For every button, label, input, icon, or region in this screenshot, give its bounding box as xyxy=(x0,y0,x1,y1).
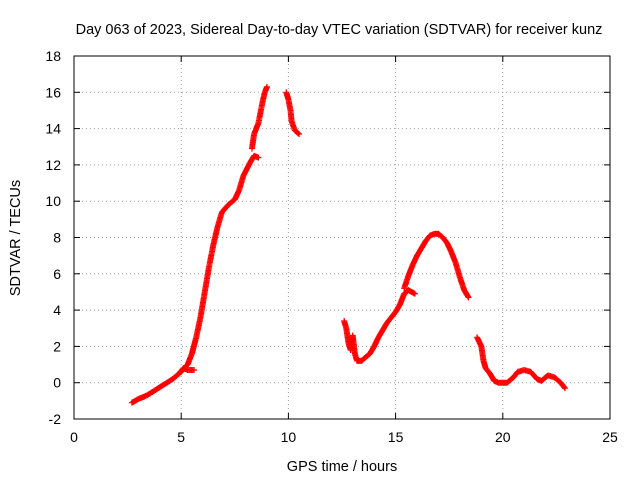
data-point-trail xyxy=(240,161,253,178)
x-tick-label: 25 xyxy=(602,429,618,445)
data-point-trail xyxy=(432,230,441,237)
y-tick-label: 8 xyxy=(53,230,61,246)
data-point-trail xyxy=(249,132,257,151)
data-point-trail xyxy=(461,288,471,300)
data-point-trail xyxy=(236,174,246,192)
data-point-trail xyxy=(436,231,445,240)
data-point-trail xyxy=(487,371,497,383)
data-point-trail xyxy=(410,253,420,267)
data-point-trail xyxy=(251,121,261,136)
data-point-trail xyxy=(405,262,416,278)
y-axis-label: SDTVAR / TECUs xyxy=(8,180,24,296)
y-tick-label: 0 xyxy=(53,375,61,391)
data-point-trail xyxy=(219,202,231,215)
data-point-trail xyxy=(423,233,433,244)
data-point-trail xyxy=(185,351,195,367)
data-point-trail xyxy=(355,357,364,364)
data-point-trail xyxy=(262,84,270,95)
y-tick-label: 4 xyxy=(53,302,61,318)
data-point-trail xyxy=(528,369,540,382)
data-point-trail xyxy=(380,320,390,333)
data-point-trail xyxy=(427,231,437,239)
data-point-trail xyxy=(292,128,302,137)
data-point-trail xyxy=(349,333,358,356)
data-point-trail xyxy=(376,328,386,340)
series-kunz xyxy=(128,83,568,406)
data-point-trail xyxy=(558,380,568,391)
data-point-trail xyxy=(418,239,429,251)
data-point-trail xyxy=(448,250,459,265)
data-point-trail xyxy=(206,243,217,269)
data-point-trail xyxy=(406,287,417,297)
data-point-trail xyxy=(453,261,463,280)
data-point-trail xyxy=(259,90,268,104)
data-point-trail xyxy=(389,310,398,320)
x-axis-label: GPS time / hours xyxy=(287,459,397,475)
data-point-trail xyxy=(505,375,516,385)
data-point-trail xyxy=(414,246,424,258)
data-point-trail xyxy=(444,241,454,254)
data-point-trail xyxy=(546,372,556,380)
data-point-trail xyxy=(457,275,467,292)
y-tick-label: 18 xyxy=(45,48,61,64)
data-point-trail xyxy=(170,371,182,382)
data-point-trail xyxy=(511,369,520,380)
data-point-trail xyxy=(215,210,225,229)
data-point-trail xyxy=(397,291,407,307)
data-point-trail xyxy=(367,344,377,356)
data-point-trail xyxy=(136,392,149,402)
data-point-trail xyxy=(283,90,292,102)
x-tick-label: 20 xyxy=(495,429,511,445)
data-point-trail xyxy=(153,382,166,393)
x-tick-label: 0 xyxy=(70,429,78,445)
data-point-trail xyxy=(144,387,158,398)
data-point-trail xyxy=(210,224,221,247)
y-tick-label: 12 xyxy=(45,157,61,173)
x-tick-label: 15 xyxy=(388,429,404,445)
data-point-trail xyxy=(496,379,509,386)
data-point-trail xyxy=(352,351,360,363)
data-point-trail xyxy=(480,359,489,370)
y-tick-label: 6 xyxy=(53,266,61,282)
data-point-trail xyxy=(552,375,563,385)
tick-layer: 0 5 10 15 20 25 -2 0 2 4 6 8 10 12 14 16 18 xyxy=(45,48,618,445)
y-tick-label: 10 xyxy=(45,193,61,209)
y-tick-label: 2 xyxy=(53,338,61,354)
data-point-trail xyxy=(193,315,204,339)
data-point-trail xyxy=(522,367,533,375)
data-point-trail xyxy=(289,119,298,133)
data-point-trail xyxy=(162,376,175,387)
data-point-trail xyxy=(232,188,242,202)
data-point-trail xyxy=(492,378,501,386)
data-point-trail xyxy=(226,197,237,208)
data-point-trail xyxy=(202,264,212,294)
data-point-trail xyxy=(483,366,493,376)
data-point-trail xyxy=(401,273,412,291)
data-point-trail xyxy=(440,235,450,245)
data-point-trail xyxy=(478,344,487,363)
data-point-trail xyxy=(129,396,141,406)
y-tick-label: 14 xyxy=(45,121,61,137)
y-tick-label: 16 xyxy=(45,84,61,100)
data-point-trail xyxy=(384,315,394,325)
grid-layer xyxy=(74,56,610,419)
data-point-trail xyxy=(371,335,381,349)
data-point-trail xyxy=(535,376,544,384)
data-point-trail xyxy=(343,326,352,345)
data-point-trail xyxy=(189,335,199,356)
data-point-trail xyxy=(179,362,190,374)
x-tick-label: 5 xyxy=(177,429,185,445)
data-point-trail xyxy=(363,351,373,360)
y-tick-label: -2 xyxy=(49,411,62,427)
data-point-trail xyxy=(185,366,196,373)
data-point-trail xyxy=(252,153,261,161)
data-point-trail xyxy=(359,355,368,364)
x-tick-label: 10 xyxy=(281,429,297,445)
chart-title: Day 063 of 2023, Sidereal Day-to-day VTE… xyxy=(76,22,603,38)
data-point-trail xyxy=(197,290,208,320)
data-point-trail xyxy=(393,302,403,314)
data-point-trail xyxy=(474,335,484,349)
